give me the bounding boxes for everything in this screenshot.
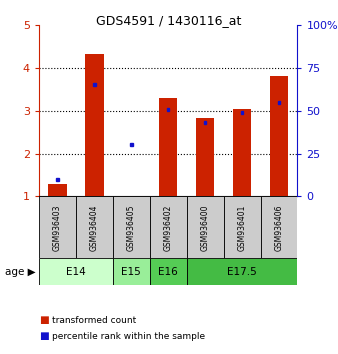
Bar — [39, 196, 76, 258]
Bar — [241, 111, 243, 114]
Bar — [56, 178, 58, 181]
Bar — [167, 108, 169, 111]
Bar — [187, 258, 297, 285]
Bar — [93, 84, 96, 86]
Text: GSM936404: GSM936404 — [90, 204, 99, 251]
Text: ■: ■ — [39, 331, 49, 341]
Bar — [159, 98, 177, 196]
Bar — [196, 118, 214, 196]
Bar — [270, 76, 288, 196]
Bar — [39, 258, 113, 285]
Bar — [130, 143, 132, 147]
Text: GSM936403: GSM936403 — [53, 204, 62, 251]
Bar — [204, 121, 207, 124]
Bar — [233, 109, 251, 196]
Text: age ▶: age ▶ — [5, 267, 35, 277]
Text: E15: E15 — [121, 267, 141, 277]
Text: ■: ■ — [39, 315, 49, 325]
Text: transformed count: transformed count — [52, 316, 137, 325]
Bar — [150, 196, 187, 258]
Bar — [76, 196, 113, 258]
Bar — [150, 258, 187, 285]
Text: GSM936406: GSM936406 — [274, 204, 284, 251]
Text: GSM936400: GSM936400 — [200, 204, 210, 251]
Text: GSM936401: GSM936401 — [238, 204, 246, 251]
Text: E14: E14 — [66, 267, 86, 277]
Bar — [113, 258, 150, 285]
Bar — [85, 54, 103, 196]
Text: E17.5: E17.5 — [227, 267, 257, 277]
Text: E16: E16 — [158, 267, 178, 277]
Bar — [113, 196, 150, 258]
Text: GDS4591 / 1430116_at: GDS4591 / 1430116_at — [96, 14, 242, 27]
Bar — [261, 196, 297, 258]
Bar — [278, 101, 280, 103]
Bar — [187, 196, 223, 258]
Text: GSM936402: GSM936402 — [164, 204, 173, 251]
Text: percentile rank within the sample: percentile rank within the sample — [52, 332, 206, 341]
Text: GSM936405: GSM936405 — [127, 204, 136, 251]
Bar — [48, 184, 67, 196]
Bar — [223, 196, 261, 258]
